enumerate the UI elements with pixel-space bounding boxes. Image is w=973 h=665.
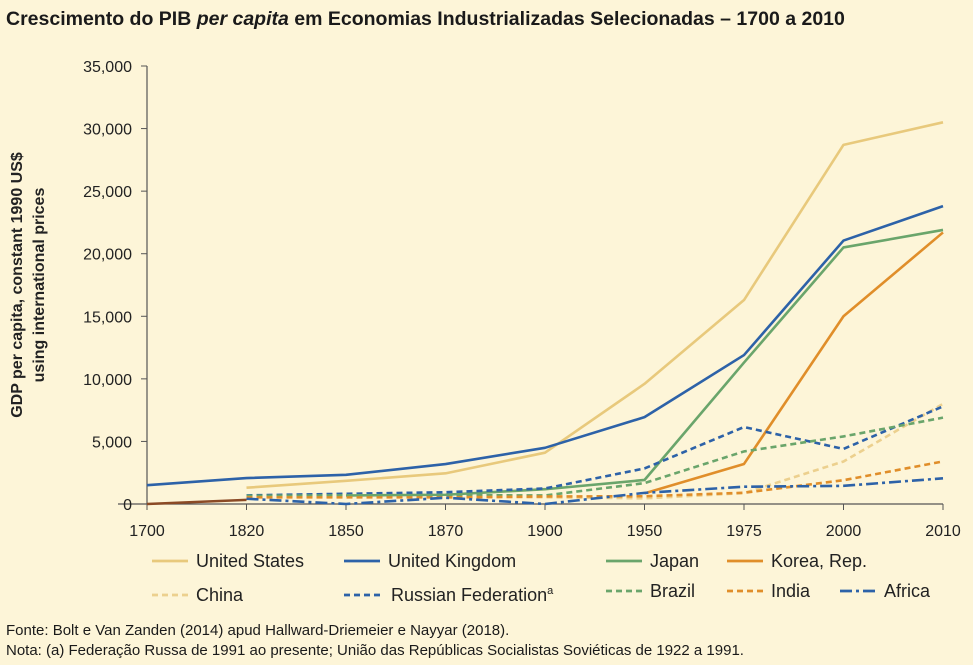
x-tick-label: 2000 [826,523,862,540]
series-line-early-segment [146,498,247,506]
x-tick-label: 1950 [627,523,663,540]
legend-label-africa: Africa [884,581,931,601]
chart-title: Crescimento do PIB per capita em Economi… [6,8,845,31]
series-line-africa [246,477,944,506]
footnote: Nota: (a) Federação Russa de 1991 ao pre… [6,642,744,659]
legend-label-brazil: Brazil [650,581,695,601]
legend-label-korea-rep: Korea, Rep. [771,551,867,571]
chart-title-pre: Crescimento do PIB [6,8,197,30]
x-tick-label: 1850 [328,523,364,540]
y-axis-label-line-2: using international prices [31,188,48,383]
series-line-united-states [246,121,944,490]
y-tick-label: 5,000 [92,434,132,451]
chart-title-post: em Economias Industrializadas Selecionad… [288,8,845,30]
y-tick-label: 0 [123,497,132,514]
series-line-china [246,402,944,500]
x-tick-label: 1820 [229,523,265,540]
gdp-line-chart: GDP per capita, constant 1990 US$ using … [9,59,961,605]
legend-label-china: China [196,585,244,605]
y-axis-label-line-1: GDP per capita, constant 1990 US$ [9,152,26,418]
chart-title-italic: per capita [196,8,289,30]
series-line-russian-federation [246,405,944,497]
x-tick-label: 1975 [726,523,762,540]
x-tick-label: 1700 [129,523,165,540]
legend-label-russian-federation: Russian Federationa [391,585,554,605]
y-tick-label: 10,000 [83,372,132,389]
x-tick-label: 1870 [428,523,464,540]
source-note: Fonte: Bolt e Van Zanden (2014) apud Hal… [6,622,510,639]
legend-label-united-states: United States [196,551,304,571]
series-line-korea-rep [644,231,944,495]
legend-label-superscript: a [547,585,554,597]
series-line-united-kingdom [146,204,944,487]
legend-label-japan: Japan [650,551,699,571]
legend: United States United Kingdom Japan Korea, R… [152,551,931,605]
y-tick-label: 20,000 [83,247,132,264]
axes: 0 5,000 10,000 15,000 20,000 25,000 30,000 35,0… [83,59,961,540]
y-tick-label: 15,000 [83,309,132,326]
legend-label-united-kingdom: United Kingdom [388,551,516,571]
notes: Fonte: Bolt e Van Zanden (2014) apud Hal… [6,621,744,661]
series-line-japan [345,228,944,497]
legend-label-india: India [771,581,811,601]
y-tick-label: 30,000 [83,122,132,139]
y-axis-label: GDP per capita, constant 1990 US$ using … [9,152,48,418]
x-tick-label: 2010 [925,523,961,540]
series-lines [146,121,944,506]
y-tick-label: 35,000 [83,59,132,76]
x-tick-label: 1900 [527,523,563,540]
y-tick-label: 25,000 [83,184,132,201]
